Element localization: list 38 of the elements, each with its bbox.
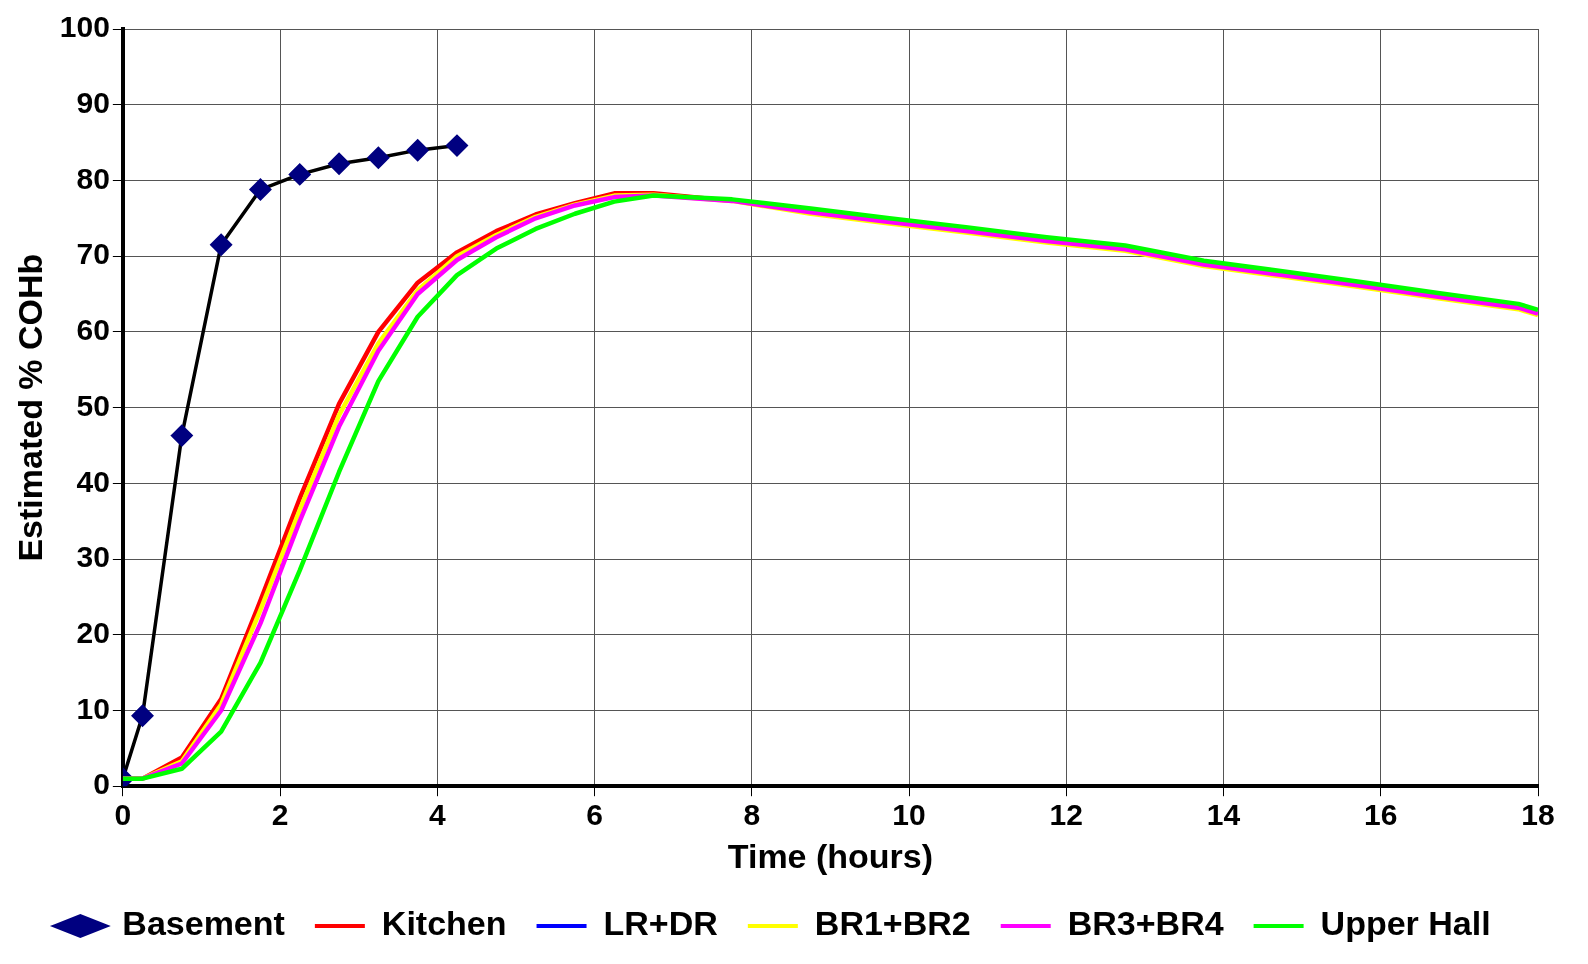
x-tick-label: 4: [428, 798, 446, 832]
x-tick-label: 0: [114, 798, 132, 832]
y-tick-label: 80: [76, 161, 110, 195]
x-tick-label: 10: [892, 798, 926, 832]
legend-label: BR1+BR2: [814, 904, 971, 943]
point: [289, 163, 311, 186]
y-tick-label: 20: [76, 616, 110, 650]
y-axis-title: Estimated % COHb: [10, 253, 49, 562]
point: [210, 234, 232, 256]
y-tick-label: 30: [76, 540, 110, 574]
legend-label: Basement: [122, 904, 285, 943]
legend-label: Upper Hall: [1320, 904, 1491, 943]
x-tick-label: 16: [1364, 798, 1398, 832]
y-tick-label: 100: [59, 10, 110, 44]
legend-label: BR3+BR4: [1067, 904, 1224, 943]
y-tick-label: 10: [76, 691, 110, 725]
point: [406, 139, 429, 161]
point: [171, 424, 193, 447]
x-tick-label: 2: [271, 798, 289, 832]
legend-label: Kitchen: [381, 904, 507, 943]
y-tick-label: 40: [76, 464, 110, 498]
x-axis-title: Time (hours): [727, 836, 934, 875]
point: [249, 178, 272, 201]
y-tick-label: 90: [76, 85, 110, 119]
point: [328, 153, 350, 175]
x-tick-label: 14: [1206, 798, 1241, 832]
x-tick-label: 6: [586, 798, 603, 832]
y-tick-label: 70: [76, 237, 110, 271]
y-tick-label: 60: [76, 313, 110, 347]
y-tick-label: 50: [76, 388, 110, 422]
x-tick-label: 18: [1521, 798, 1555, 832]
point: [131, 705, 154, 727]
legend-label: LR+DR: [603, 904, 718, 943]
y-tick-label: 0: [93, 767, 110, 801]
point: [367, 146, 390, 169]
x-tick-label: 12: [1049, 798, 1083, 832]
point: [446, 134, 468, 157]
x-tick-label: 8: [743, 798, 761, 832]
